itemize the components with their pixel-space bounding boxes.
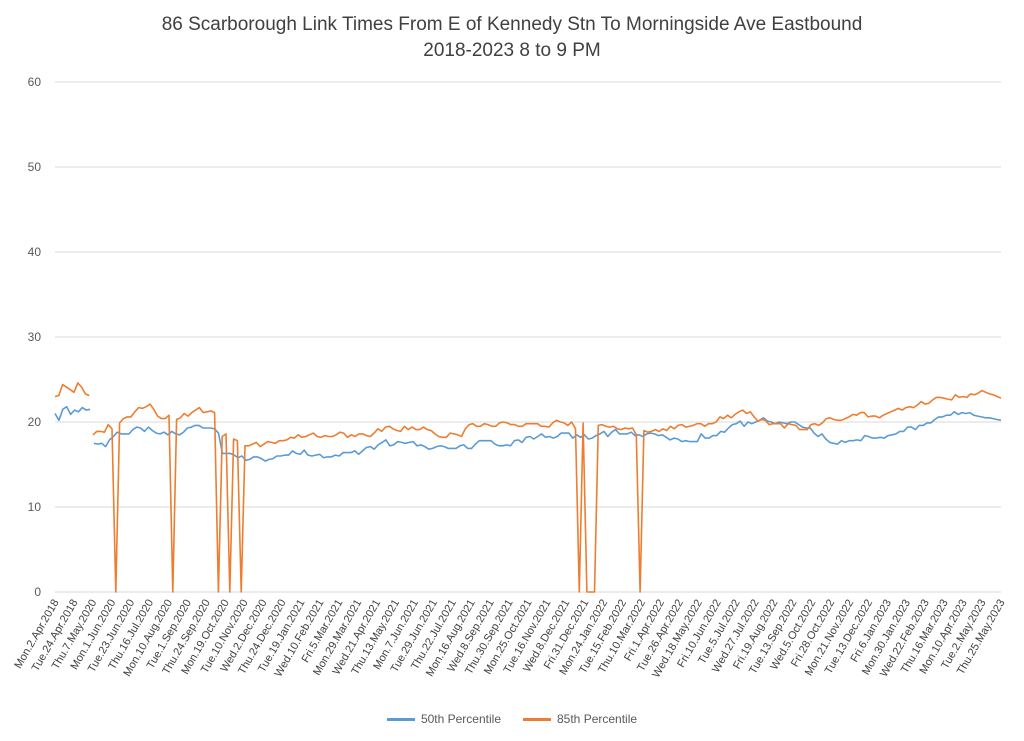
gridlines [55, 81, 1001, 593]
series-layer [54, 382, 1002, 593]
series-line-85th-percentile [54, 382, 1002, 593]
legend-label-85th: 85th Percentile [557, 712, 638, 726]
y-tick-label: 20 [28, 415, 42, 429]
legend: 50th Percentile 85th Percentile [0, 712, 1024, 726]
y-axis-ticks: 0 10 20 30 40 50 60 [28, 75, 42, 599]
legend-label-50th: 50th Percentile [420, 712, 501, 726]
chart-subtitle: 2018-2023 8 to 9 PM [423, 40, 601, 61]
legend-item-85th: 85th Percentile [523, 712, 637, 726]
y-tick-label: 40 [28, 245, 42, 259]
legend-swatch-85th [523, 717, 551, 721]
chart-title: 86 Scarborough Link Times From E of Kenn… [161, 14, 863, 35]
y-tick-label: 0 [34, 585, 41, 599]
y-tick-label: 10 [28, 500, 42, 514]
series-line-50th-percentile [54, 405, 1002, 462]
legend-item-50th: 50th Percentile [386, 712, 501, 726]
legend-swatch-50th [386, 717, 415, 721]
y-tick-label: 60 [28, 75, 42, 89]
y-tick-label: 30 [28, 330, 42, 344]
y-tick-label: 50 [28, 160, 42, 174]
x-axis-ticks: Mon.2.Apr.2018Tue.24.Apr.2018Thu.7.May.2… [12, 597, 1007, 679]
